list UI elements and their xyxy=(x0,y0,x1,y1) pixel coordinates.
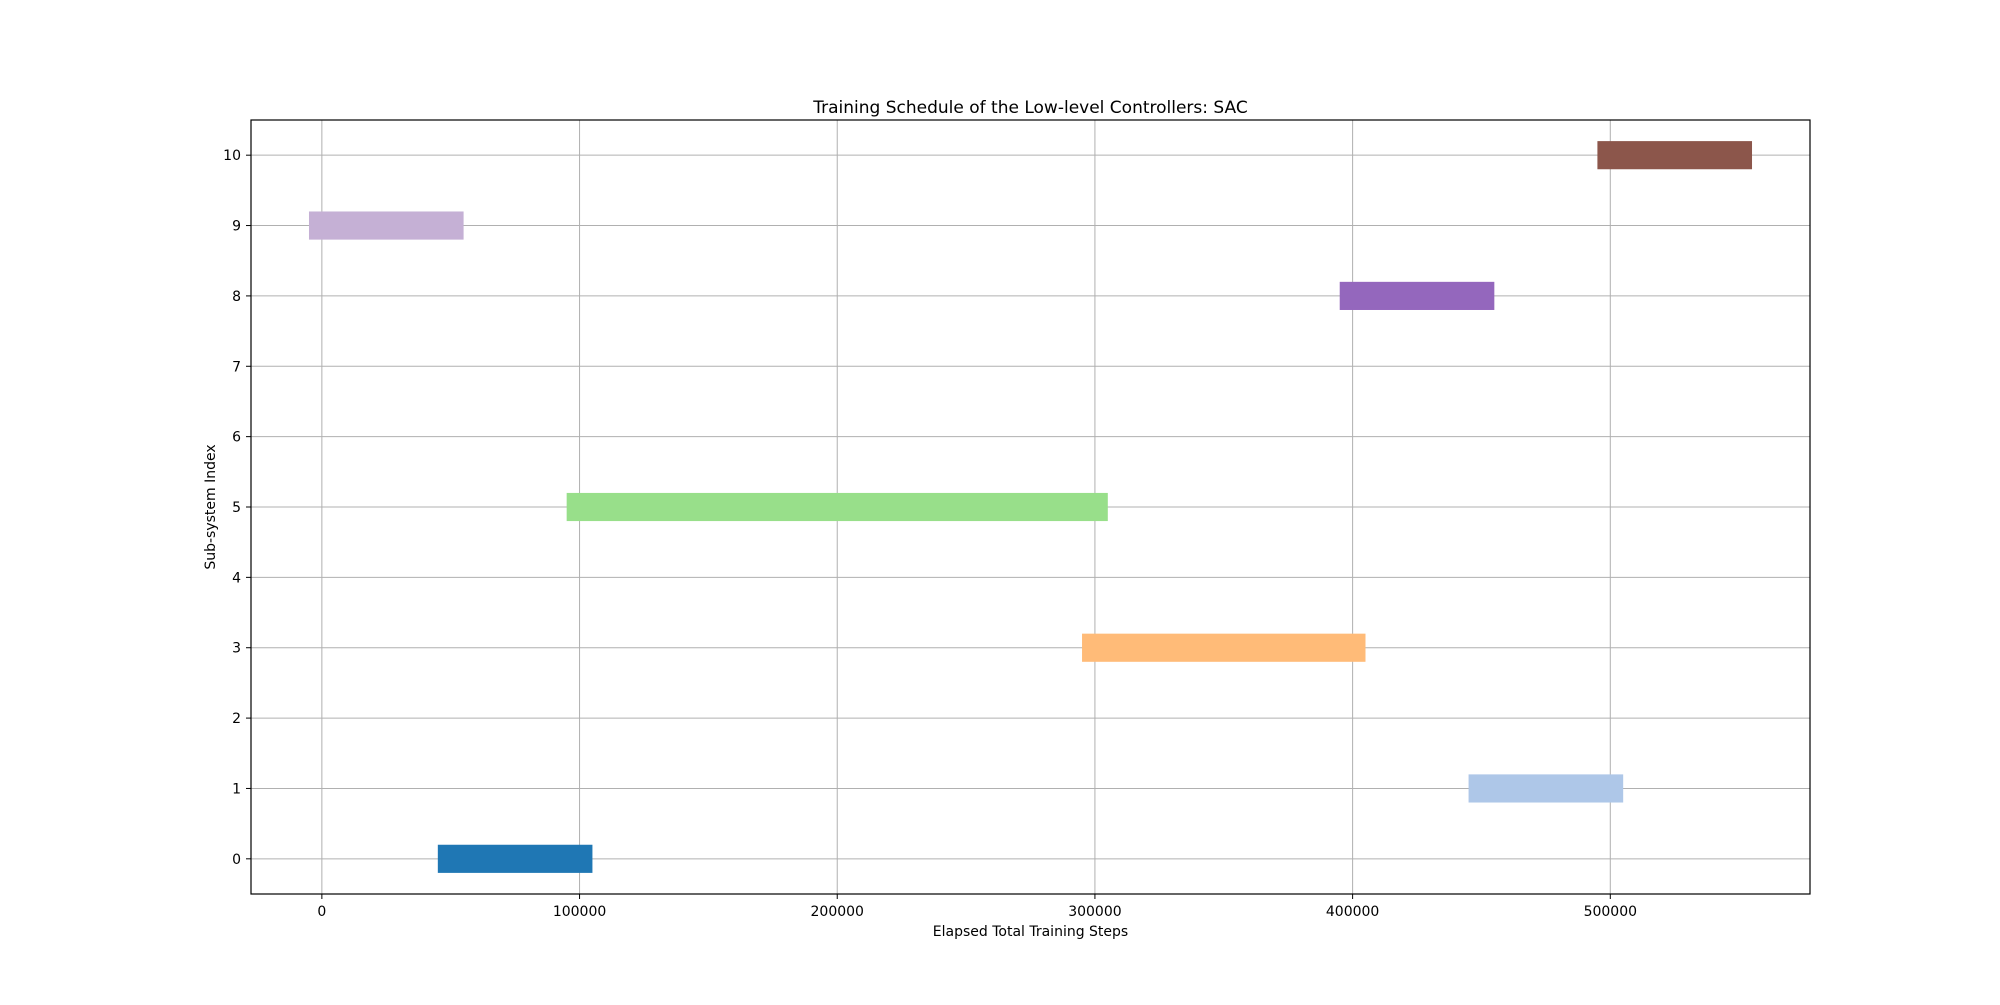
y-tick-label: 7 xyxy=(232,359,241,375)
schedule-bar-subsystem-9 xyxy=(308,211,464,240)
chart-title: Training Schedule of the Low-level Contr… xyxy=(812,98,1247,118)
schedule-bar-subsystem-5 xyxy=(566,492,1108,522)
y-tick-label: 6 xyxy=(232,430,241,446)
x-tick-label: 300000 xyxy=(1068,904,1121,920)
x-tick-label: 200000 xyxy=(811,904,864,920)
grid-layer xyxy=(251,120,1810,894)
y-axis-label: Sub-system Index xyxy=(203,444,219,569)
x-tick-label: 400000 xyxy=(1326,904,1379,920)
tick-layer: 0 100000 200000 300000 400000 500000 0 1 2 3 4 5 6 7 8… xyxy=(223,148,1637,920)
schedule-bar-subsystem-8 xyxy=(1339,281,1495,310)
x-tick-label: 0 xyxy=(317,904,326,920)
x-tick-label: 500000 xyxy=(1584,904,1637,920)
y-tick-label: 2 xyxy=(232,711,241,727)
schedule-bar-subsystem-3 xyxy=(1082,633,1366,662)
y-tick-label: 8 xyxy=(232,289,241,305)
y-tick-label: 3 xyxy=(232,641,241,657)
schedule-bar-subsystem-0 xyxy=(437,844,593,873)
y-tick-label: 5 xyxy=(232,500,241,516)
y-tick-label: 9 xyxy=(232,219,241,235)
x-axis-label: Elapsed Total Training Steps xyxy=(933,924,1128,940)
y-tick-label: 4 xyxy=(232,570,241,586)
schedule-bar-subsystem-1 xyxy=(1468,774,1624,803)
schedule-bar-subsystem-10 xyxy=(1597,141,1753,170)
y-tick-label: 1 xyxy=(232,781,241,797)
y-tick-label: 10 xyxy=(223,148,241,164)
x-tick-label: 100000 xyxy=(553,904,606,920)
bar-layer xyxy=(308,141,1753,873)
y-tick-label: 0 xyxy=(232,852,241,868)
